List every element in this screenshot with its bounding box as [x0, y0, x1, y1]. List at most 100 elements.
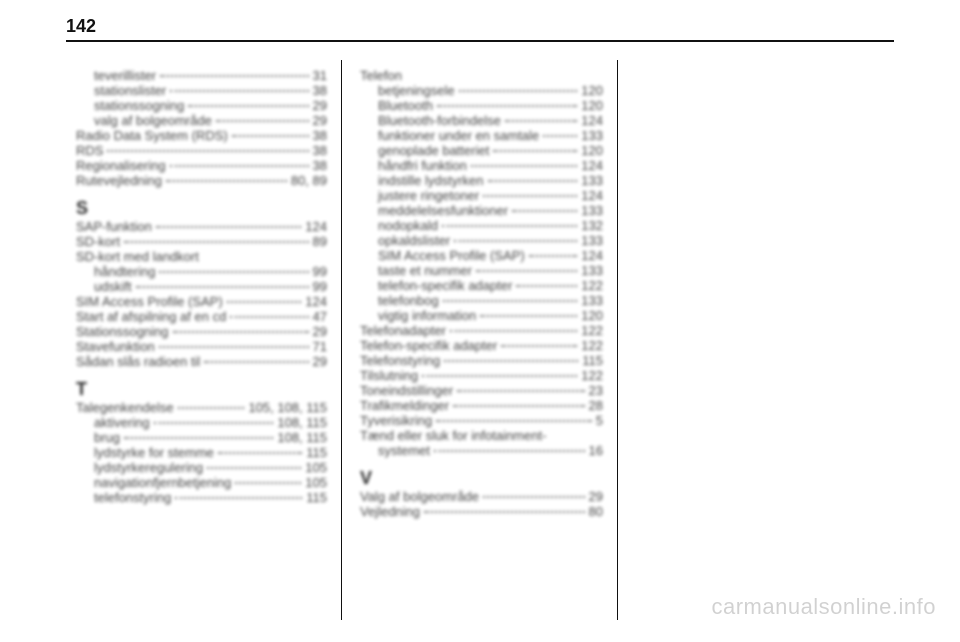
index-entry: Telefonadapter122: [360, 323, 603, 338]
index-entry: Telefon-specifik adapter122: [360, 338, 603, 353]
index-entry-leader: [218, 452, 302, 454]
index-entry-page: 133: [581, 293, 603, 308]
index-entry-page: 120: [581, 308, 603, 323]
index-entry-leader: [173, 331, 309, 333]
index-entry-page: 108, 115: [277, 430, 327, 445]
index-entry-page: 29: [313, 98, 327, 113]
index-entry-page: 122: [581, 368, 603, 383]
index-entry: stationslister38: [76, 83, 327, 98]
index-entry-page: 71: [313, 339, 327, 354]
column-1: teverillister31stationslister38stationss…: [66, 60, 342, 620]
index-entry-leader: [207, 467, 301, 469]
index-entry-leader: [170, 165, 309, 167]
index-entry-label: telefonstyring: [94, 490, 171, 505]
column-3: [618, 60, 894, 620]
index-entry-page: 16: [589, 443, 603, 458]
index-entry: telefonstyring115: [76, 490, 327, 505]
index-entry-leader: [493, 150, 577, 152]
index-entry-label: meddelelsesfunktioner: [378, 203, 508, 218]
index-entry-page: 133: [581, 233, 603, 248]
index-entry-page: 122: [581, 323, 603, 338]
index-entry-leader: [480, 315, 577, 317]
index-entry-leader: [457, 390, 584, 392]
index-entry: Bluetooth-forbindelse124: [360, 113, 603, 128]
index-entry-page: 38: [313, 128, 327, 143]
index-entry-leader: [159, 271, 308, 273]
index-entry-page: 122: [581, 278, 603, 293]
horizontal-rule: [66, 40, 894, 42]
index-entry-leader: [443, 300, 578, 302]
index-entry-page: 120: [581, 98, 603, 113]
index-entry: brug108, 115: [76, 430, 327, 445]
index-entry-leader: [434, 450, 585, 452]
index-entry: funktioner under en samtale 133: [360, 128, 603, 143]
index-entry-leader: [483, 195, 577, 197]
index-entry-label: lydstyrke for stemme: [94, 445, 214, 460]
index-entry-leader: [136, 286, 309, 288]
index-entry-label: vigtig information: [378, 308, 476, 323]
index-entry-label: Bluetooth-forbindelse: [378, 113, 501, 128]
index-entry-label: Rutevejledning: [76, 173, 162, 188]
index-entry-leader: [436, 420, 592, 422]
index-entry-leader: [124, 241, 308, 243]
index-entry-label: Vejledning: [360, 504, 420, 519]
section-letter: V: [360, 468, 603, 489]
index-entry-page: 80, 89: [291, 173, 327, 188]
index-entry-page: 122: [581, 338, 603, 353]
index-entry-label: Telefon: [360, 68, 402, 83]
index-entry-label: Talegenkendelse: [76, 400, 174, 415]
index-entry-page: 29: [313, 113, 327, 128]
watermark-text: carmanualsonline.info: [711, 594, 936, 620]
index-entry-label: telefonbog: [378, 293, 439, 308]
index-entry-label: Sådan slås radioen til: [76, 354, 200, 369]
index-entry-page: 120: [581, 143, 603, 158]
index-entry-page: 28: [589, 398, 603, 413]
index-entry-leader: [170, 90, 308, 92]
index-entry-label: Bluetooth: [378, 98, 433, 113]
index-entry: SAP-funktion124: [76, 219, 327, 234]
index-entry-label: teverillister: [94, 68, 156, 83]
index-columns: teverillister31stationslister38stationss…: [66, 60, 894, 620]
index-entry-page: 38: [313, 143, 327, 158]
index-entry-label: Tyverisikring: [360, 413, 432, 428]
index-entry-leader: [107, 150, 308, 152]
index-entry-page: 89: [313, 234, 327, 249]
index-entry-page: 120: [581, 83, 603, 98]
index-entry-label: udskift: [94, 279, 132, 294]
index-entry-label: Telefonstyring: [360, 353, 440, 368]
index-entry-label: justere ringetoner: [378, 188, 479, 203]
index-entry: Tænd eller sluk for infotainment-: [360, 428, 603, 443]
index-entry-leader: [529, 255, 578, 257]
index-entry-leader: [488, 180, 578, 182]
index-entry-leader: [444, 360, 578, 362]
index-entry-leader: [422, 375, 577, 377]
index-entry: stationssogning29: [76, 98, 327, 113]
index-entry-label: genoplade batteriet: [378, 143, 489, 158]
index-entry-leader: [175, 497, 302, 499]
index-entry-page: 133: [581, 128, 603, 143]
index-entry: justere ringetoner124: [360, 188, 603, 203]
index-entry-leader: [178, 407, 245, 409]
index-entry-page: 132: [581, 218, 603, 233]
index-entry: SIM Access Profile (SAP)124: [360, 248, 603, 263]
index-entry-leader: [437, 105, 577, 107]
index-entry-leader: [483, 496, 585, 498]
index-entry-page: 124: [305, 219, 327, 234]
index-entry: indstille lydstyrken133: [360, 173, 603, 188]
index-entry: Vejledning80: [360, 504, 603, 519]
index-entry: Telefonstyring115: [360, 353, 603, 368]
index-entry-leader: [160, 75, 308, 77]
section-letter: T: [76, 379, 327, 400]
index-entry-page: 133: [581, 173, 603, 188]
index-entry-label: nodopkald: [378, 218, 438, 233]
index-entry: taste et nummer133: [360, 263, 603, 278]
index-entry-leader: [166, 180, 287, 182]
index-entry: Toneindstillinger23: [360, 383, 603, 398]
index-entry-page: 124: [305, 294, 327, 309]
index-entry-leader: [227, 301, 302, 303]
index-entry-label: telefon-specifik adapter: [378, 278, 512, 293]
index-entry-label: funktioner under en samtale: [378, 128, 539, 143]
index-entry-label: Tilslutning: [360, 368, 418, 383]
index-entry-leader: [471, 165, 577, 167]
index-entry: Tyverisikring5: [360, 413, 603, 428]
